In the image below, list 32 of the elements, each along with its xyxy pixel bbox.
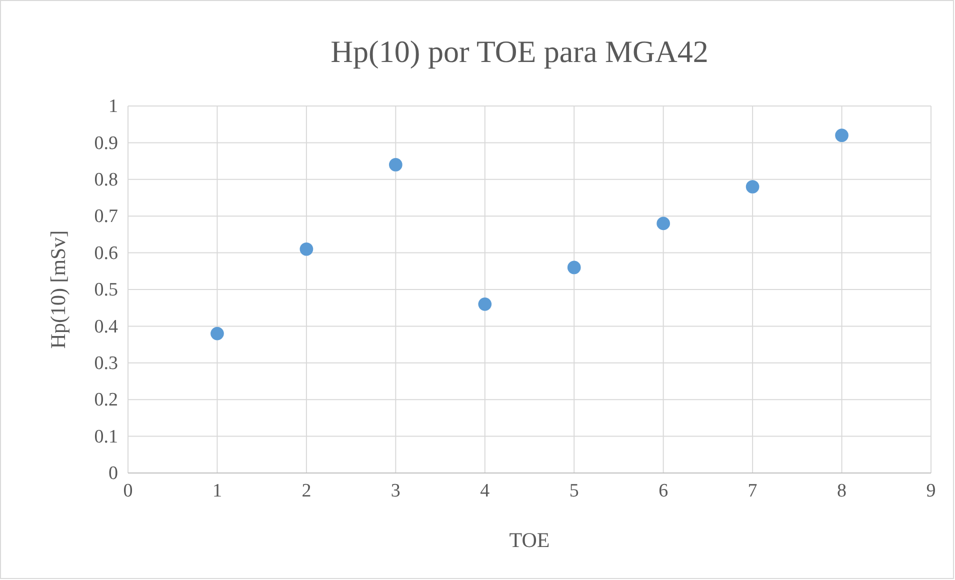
point	[388, 158, 402, 172]
y-tick-label: 0.5	[94, 280, 118, 301]
x-axis-title: TOE	[509, 528, 550, 552]
y-tick-label: 1	[108, 96, 118, 118]
x-tick-label: 4	[480, 480, 490, 502]
point	[746, 180, 760, 194]
point	[835, 128, 848, 142]
y-tick-label: 0.4	[94, 316, 118, 338]
x-tick-label: 7	[748, 480, 758, 502]
x-tick-label: 9	[926, 480, 936, 502]
x-tick-label: 6	[658, 480, 668, 502]
y-tick-label: 0.9	[94, 132, 118, 154]
point	[478, 298, 492, 311]
x-tick-label: 0	[123, 480, 133, 502]
x-tick-label: 5	[569, 480, 579, 502]
point	[567, 260, 581, 274]
x-tick-label: 2	[302, 480, 312, 502]
x-tick-label: 3	[390, 480, 400, 502]
y-tick-label: 0.8	[94, 169, 118, 190]
y-tick-label: 0	[108, 463, 118, 484]
y-tick-label: 0.6	[94, 242, 118, 264]
x-tick-label: 8	[837, 480, 847, 502]
x-tick-label: 1	[212, 480, 222, 502]
y-tick-label: 0.1	[94, 426, 118, 448]
y-tick-label: 0.7	[94, 206, 118, 228]
point	[210, 326, 224, 340]
point	[656, 216, 670, 230]
y-tick-label: 0.3	[94, 352, 118, 374]
y-tick-label: 0.2	[94, 390, 118, 411]
point	[300, 242, 314, 256]
y-axis-title: Hp(10) [mSv]	[46, 230, 70, 349]
chart-title: Hp(10) por TOE para MGA42	[330, 34, 708, 69]
